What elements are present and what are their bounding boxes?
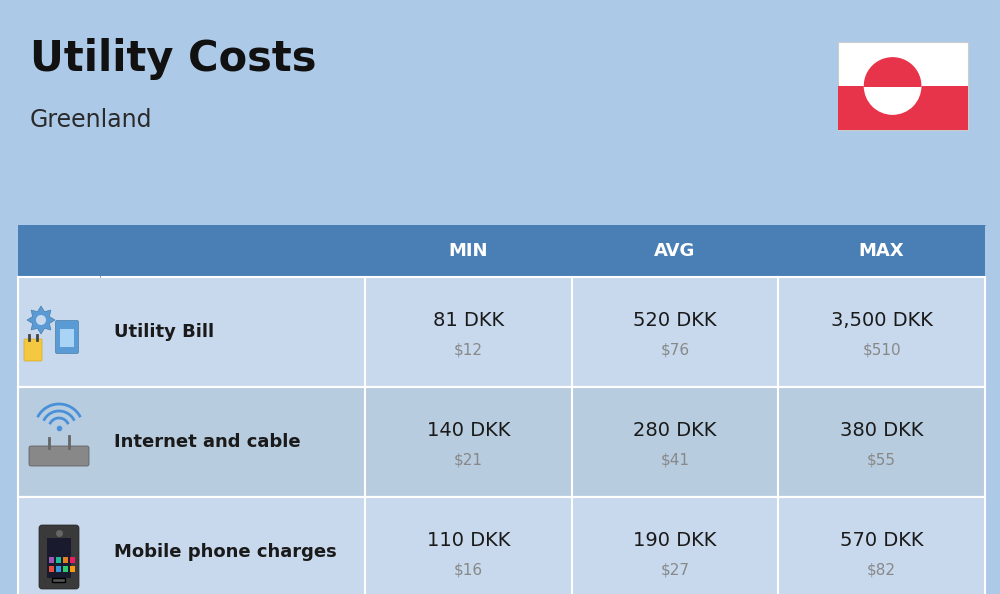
Circle shape bbox=[36, 315, 46, 325]
Text: 190 DKK: 190 DKK bbox=[633, 530, 717, 549]
Polygon shape bbox=[864, 58, 921, 86]
Text: 140 DKK: 140 DKK bbox=[427, 421, 510, 440]
Bar bbox=[60, 329, 74, 347]
Bar bbox=[63, 566, 68, 572]
Bar bbox=[18, 387, 985, 497]
Text: $41: $41 bbox=[660, 453, 690, 467]
FancyBboxPatch shape bbox=[39, 525, 79, 589]
Bar bbox=[49, 566, 54, 572]
FancyBboxPatch shape bbox=[24, 339, 42, 361]
Text: $21: $21 bbox=[454, 453, 483, 467]
Text: 570 DKK: 570 DKK bbox=[840, 530, 923, 549]
Text: 520 DKK: 520 DKK bbox=[633, 311, 717, 330]
Bar bbox=[18, 497, 985, 594]
Text: 280 DKK: 280 DKK bbox=[633, 421, 717, 440]
Text: $82: $82 bbox=[867, 563, 896, 577]
Polygon shape bbox=[27, 306, 55, 334]
Bar bbox=[838, 42, 968, 130]
Bar bbox=[49, 557, 54, 563]
Text: $12: $12 bbox=[454, 343, 483, 358]
Bar bbox=[70, 557, 75, 563]
Text: 3,500 DKK: 3,500 DKK bbox=[831, 311, 933, 330]
Text: $510: $510 bbox=[862, 343, 901, 358]
Text: Utility Bill: Utility Bill bbox=[114, 323, 214, 341]
Text: MAX: MAX bbox=[859, 242, 904, 260]
Bar bbox=[18, 225, 985, 277]
Text: AVG: AVG bbox=[654, 242, 696, 260]
Text: 81 DKK: 81 DKK bbox=[433, 311, 504, 330]
Bar bbox=[56, 566, 61, 572]
Text: $76: $76 bbox=[660, 343, 690, 358]
Bar bbox=[70, 566, 75, 572]
FancyBboxPatch shape bbox=[56, 321, 78, 353]
Bar bbox=[838, 86, 968, 130]
Circle shape bbox=[864, 58, 921, 114]
Bar bbox=[18, 277, 985, 387]
FancyBboxPatch shape bbox=[52, 579, 66, 583]
Text: $16: $16 bbox=[454, 563, 483, 577]
Text: Greenland: Greenland bbox=[30, 108, 152, 132]
Text: $55: $55 bbox=[867, 453, 896, 467]
Text: MIN: MIN bbox=[449, 242, 488, 260]
Text: 380 DKK: 380 DKK bbox=[840, 421, 923, 440]
Text: $27: $27 bbox=[660, 563, 690, 577]
Bar bbox=[56, 557, 61, 563]
Text: Mobile phone charges: Mobile phone charges bbox=[114, 543, 337, 561]
Bar bbox=[47, 538, 71, 578]
Bar bbox=[63, 557, 68, 563]
Text: 110 DKK: 110 DKK bbox=[427, 530, 510, 549]
Text: Internet and cable: Internet and cable bbox=[114, 433, 301, 451]
FancyBboxPatch shape bbox=[29, 446, 89, 466]
Text: Utility Costs: Utility Costs bbox=[30, 38, 316, 80]
